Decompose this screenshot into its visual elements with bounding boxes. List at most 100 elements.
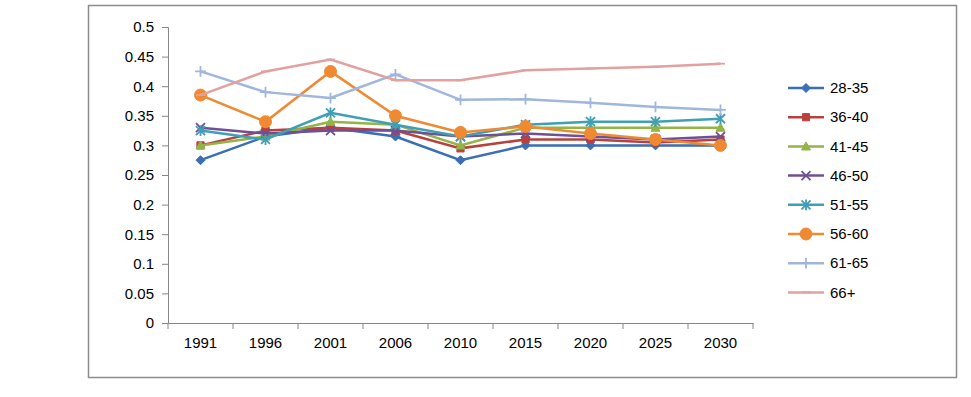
legend-marker (800, 228, 812, 240)
legend-marker (802, 114, 809, 121)
x-tick: 1991 (184, 323, 217, 351)
marker (326, 126, 335, 135)
legend-entry: 56-60 (788, 225, 868, 242)
x-axis: 199119962001200620102015202020252030 (169, 323, 754, 351)
marker (196, 94, 205, 96)
y-tick: 0.15 (125, 226, 168, 243)
y-axis: 00.050.10.150.20.250.30.350.40.450.5 (125, 18, 169, 331)
y-tick-mark (162, 175, 168, 176)
data-point (716, 123, 725, 131)
data-point (197, 142, 204, 149)
y-tick-label: 0 (146, 314, 154, 331)
x-tick-label: 1991 (184, 334, 217, 351)
data-point (196, 156, 205, 165)
data-point (456, 156, 465, 165)
legend-entry: 41-45 (788, 138, 868, 155)
series-line (201, 71, 721, 145)
marker (455, 126, 467, 138)
legend-symbol (800, 228, 812, 240)
marker (715, 104, 726, 115)
data-point (716, 63, 725, 64)
y-tick: 0.35 (125, 107, 168, 124)
y-tick: 0.45 (125, 48, 168, 65)
legend: 28-3536-4041-4546-5051-5556-6061-6566+ (788, 79, 868, 300)
data-point (456, 80, 465, 81)
marker (585, 128, 597, 140)
data-point (196, 125, 205, 136)
legend-entry: 36-40 (788, 108, 868, 125)
legend-marker (802, 199, 811, 210)
y-tick-mark (162, 27, 168, 28)
chart: 00.050.10.150.20.250.30.350.40.450.51991… (0, 0, 971, 397)
marker (520, 94, 531, 105)
y-tick: 0.05 (125, 285, 168, 302)
y-tick: 0.4 (133, 78, 168, 95)
y-tick-label: 0.45 (125, 48, 154, 65)
y-tick-mark (162, 323, 168, 324)
y-tick-mark (162, 205, 168, 206)
data-point (520, 94, 531, 105)
legend-entry: 66+ (788, 284, 856, 301)
y-tick: 0.1 (133, 255, 168, 272)
y-tick-mark (162, 145, 168, 146)
marker (325, 65, 337, 77)
data-point (260, 87, 271, 98)
legend-marker (802, 171, 811, 180)
series-line (201, 60, 721, 96)
x-tick-label: 2015 (509, 334, 542, 351)
marker (196, 125, 205, 136)
series (195, 66, 726, 115)
data-point (261, 134, 270, 145)
y-tick-mark (162, 86, 168, 87)
x-tick-label: 2006 (379, 334, 412, 351)
marker (325, 93, 336, 104)
x-tick: 2006 (379, 323, 412, 351)
data-point (326, 107, 335, 118)
data-point (650, 102, 661, 113)
series-line (201, 71, 721, 109)
x-boundary-tick (168, 323, 169, 329)
legend-label: 56-60 (830, 225, 868, 242)
legend-marker (802, 292, 811, 293)
marker (197, 142, 204, 149)
y-tick-label: 0.2 (133, 196, 154, 213)
marker (326, 107, 335, 118)
x-boundary-tick (753, 323, 754, 329)
legend-marker (802, 84, 811, 93)
x-boundary-tick (363, 323, 364, 329)
legend-symbol (802, 171, 811, 180)
marker (520, 120, 532, 132)
marker (261, 134, 270, 145)
data-point (520, 120, 532, 132)
marker (585, 97, 596, 108)
y-tick-label: 0.5 (133, 18, 154, 35)
data-point (586, 116, 595, 127)
series (196, 123, 725, 165)
x-tick-label: 1996 (249, 334, 282, 351)
marker (586, 116, 595, 127)
legend-label: 36-40 (830, 108, 868, 125)
marker (456, 141, 465, 149)
marker (326, 59, 335, 61)
data-point (325, 93, 336, 104)
y-tick-label: 0.15 (125, 226, 154, 243)
x-boundary-tick (558, 323, 559, 329)
y-tick-mark (162, 116, 168, 117)
data-point (455, 94, 466, 105)
series (196, 60, 725, 96)
legend-label: 28-35 (830, 79, 868, 96)
legend-symbol (802, 199, 811, 210)
y-tick: 0.5 (133, 18, 168, 35)
y-tick-mark (162, 264, 168, 265)
x-tick: 2020 (574, 323, 607, 351)
marker (326, 117, 335, 125)
marker (456, 79, 465, 81)
data-point (326, 117, 335, 125)
marker (650, 133, 662, 145)
y-tick: 0 (146, 314, 168, 331)
data-point (326, 126, 335, 135)
marker (650, 102, 661, 113)
y-tick-label: 0.4 (133, 78, 154, 95)
x-tick-label: 2010 (444, 334, 477, 351)
x-tick: 2010 (444, 323, 477, 351)
